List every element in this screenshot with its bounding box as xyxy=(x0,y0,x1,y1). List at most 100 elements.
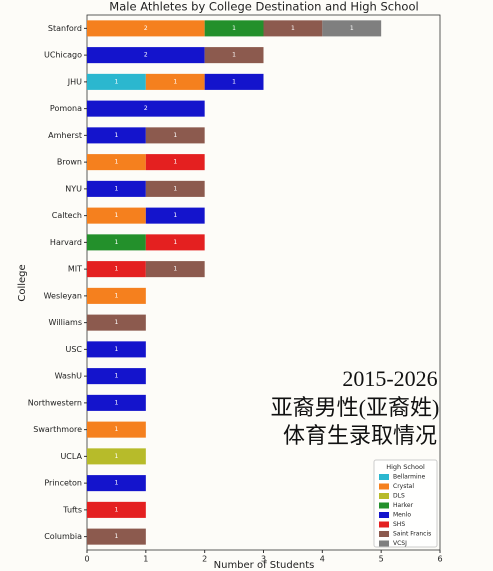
y-tick-label: MIT xyxy=(68,265,82,274)
data-label: 1 xyxy=(115,533,119,540)
y-tick-label: Williams xyxy=(49,318,83,327)
annotation: 2015-2026 xyxy=(342,366,437,391)
data-label: 1 xyxy=(115,399,119,406)
legend-swatch xyxy=(379,531,389,537)
data-label: 1 xyxy=(115,159,119,166)
bar-segment xyxy=(87,314,146,331)
y-tick-label: Amherst xyxy=(48,131,82,140)
x-tick-label: 0 xyxy=(84,555,89,564)
legend-title: High School xyxy=(386,463,425,471)
data-label: 1 xyxy=(291,25,295,32)
data-label: 1 xyxy=(115,453,119,460)
legend-swatch xyxy=(379,512,389,518)
data-label: 1 xyxy=(173,132,177,139)
data-label: 1 xyxy=(232,78,236,85)
data-label: 1 xyxy=(115,185,119,192)
bar-segment xyxy=(145,261,205,278)
data-label: 1 xyxy=(115,266,119,273)
x-tick-label: 3 xyxy=(261,555,266,564)
legend-swatch xyxy=(379,483,389,490)
bar-segment xyxy=(87,127,146,144)
bar-segment xyxy=(87,207,146,224)
bar-segment xyxy=(145,234,205,251)
bar-segment xyxy=(87,261,146,278)
data-label: 1 xyxy=(350,25,354,32)
bar-segment xyxy=(87,154,146,171)
y-tick-label: Princeton xyxy=(44,479,82,488)
data-label: 1 xyxy=(115,319,119,326)
bar-segment xyxy=(87,20,205,37)
data-label: 1 xyxy=(115,346,119,353)
x-tick-label: 5 xyxy=(379,555,384,564)
bar-segment xyxy=(87,448,146,465)
data-label: 1 xyxy=(173,159,177,166)
x-axis-label: Number of Students xyxy=(214,560,315,571)
y-tick-label: Wesleyan xyxy=(44,291,82,300)
data-label: 1 xyxy=(232,52,236,59)
annotation: 亚裔男性(亚裔姓) xyxy=(271,395,440,420)
data-label: 1 xyxy=(232,25,236,32)
bar-segment xyxy=(87,100,205,117)
bar-segment xyxy=(145,180,205,197)
y-tick-label: Caltech xyxy=(52,211,82,220)
bar-segment xyxy=(87,475,146,492)
legend-swatch xyxy=(379,502,389,509)
y-tick-label: USC xyxy=(65,345,82,354)
x-tick-label: 2 xyxy=(202,555,207,564)
y-axis-label: College xyxy=(17,264,28,301)
bar-segment xyxy=(87,394,146,411)
y-tick-label: Pomona xyxy=(50,104,82,113)
x-tick-label: 6 xyxy=(437,555,442,564)
bar-segment xyxy=(87,47,205,64)
y-tick-label: UChicago xyxy=(44,51,82,60)
data-label: 2 xyxy=(144,105,148,112)
legend-label: Menlo xyxy=(393,512,411,519)
y-tick-label: Stanford xyxy=(48,24,82,33)
data-label: 1 xyxy=(115,78,119,85)
data-label: 1 xyxy=(115,212,119,219)
bar-segment xyxy=(322,20,382,37)
bar-segment xyxy=(87,341,146,358)
bar-segment xyxy=(87,501,146,518)
legend-label: SHS xyxy=(393,521,405,528)
data-label: 1 xyxy=(115,506,119,513)
x-tick-label: 4 xyxy=(320,555,325,564)
bar-segment xyxy=(145,127,205,144)
bar-segment xyxy=(87,368,146,385)
bar-segment xyxy=(87,73,146,90)
data-label: 1 xyxy=(115,239,119,246)
data-label: 1 xyxy=(115,132,119,139)
legend-swatch xyxy=(379,540,389,547)
legend-label: Crystal xyxy=(393,483,414,490)
chart-title: Male Athletes by College Destination and… xyxy=(109,0,418,14)
bar-segment xyxy=(263,20,323,37)
data-label: 1 xyxy=(173,212,177,219)
legend-swatch xyxy=(379,521,389,528)
data-label: 1 xyxy=(115,426,119,433)
bar-segment xyxy=(145,154,205,171)
data-label: 2 xyxy=(144,25,148,32)
legend-label: DLS xyxy=(393,493,405,500)
y-tick-label: Columbia xyxy=(44,532,82,541)
bar-segment xyxy=(87,528,146,545)
y-tick-label: Harvard xyxy=(50,238,82,247)
bar-segment xyxy=(204,73,264,90)
bar-segment xyxy=(204,47,264,64)
y-tick-label: Brown xyxy=(57,158,82,167)
y-tick-label: NYU xyxy=(65,184,82,193)
bar-segment xyxy=(87,287,146,304)
y-tick-label: WashU xyxy=(55,372,83,381)
y-tick-label: Tufts xyxy=(62,505,82,514)
bar-segment xyxy=(87,421,146,438)
data-label: 1 xyxy=(173,239,177,246)
y-tick-label: UCLA xyxy=(60,452,82,461)
data-label: 1 xyxy=(173,266,177,273)
legend-label: Saint Francis xyxy=(393,531,431,538)
bar-segment xyxy=(145,207,205,224)
legend-box xyxy=(373,459,438,548)
y-tick-label: Northwestern xyxy=(28,398,82,407)
legend-label: Bellarmine xyxy=(393,474,425,481)
legend-label: VCSJ xyxy=(393,540,407,547)
